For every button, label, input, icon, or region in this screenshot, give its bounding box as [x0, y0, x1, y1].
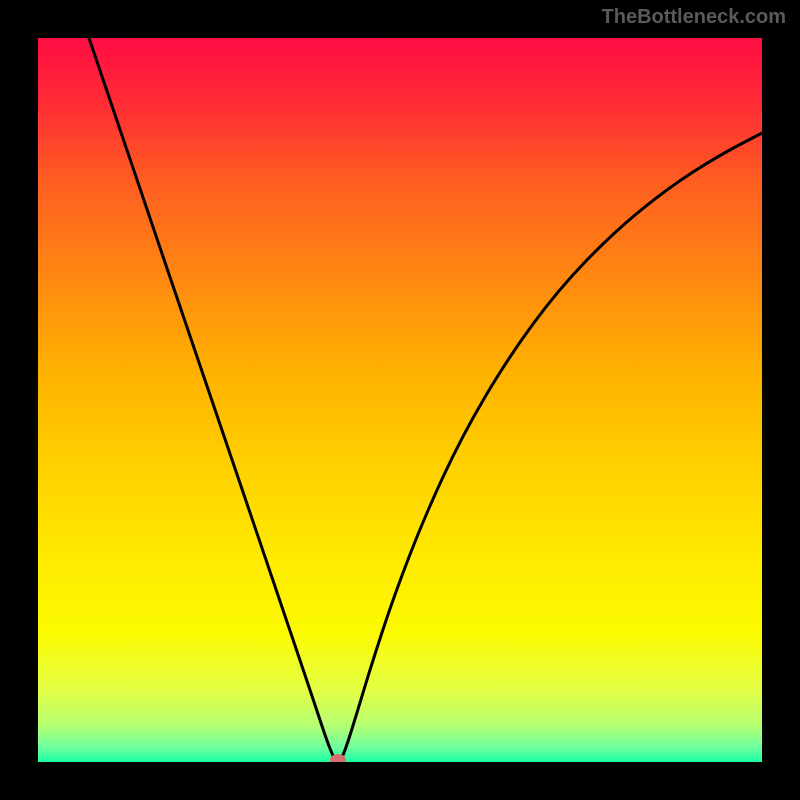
plot-gradient-background — [38, 38, 762, 762]
frame-border-bottom — [0, 762, 800, 800]
chart-canvas: TheBottleneck.com — [0, 0, 800, 800]
watermark-text: TheBottleneck.com — [602, 6, 786, 29]
frame-border-right — [762, 0, 800, 800]
frame-border-left — [0, 0, 38, 800]
